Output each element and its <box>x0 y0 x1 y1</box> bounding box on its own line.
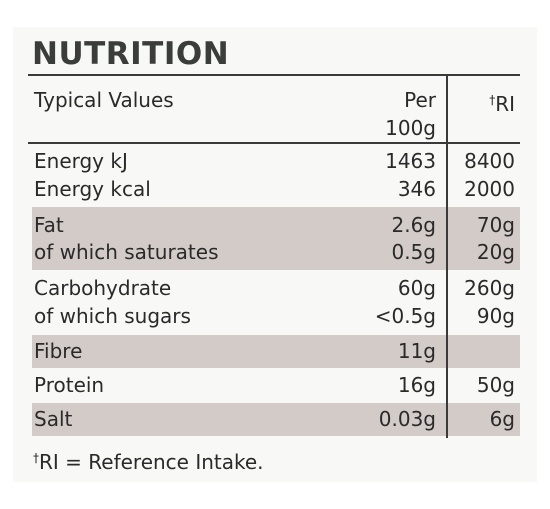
row-label: Protein <box>34 373 105 397</box>
row-per-100g: <0.5g <box>374 304 436 328</box>
header-100g: 100g <box>385 116 436 140</box>
row-per-100g: 11g <box>397 339 436 363</box>
header-bottom-rule <box>28 142 520 144</box>
row-ri: 8400 <box>464 149 515 173</box>
footnote-text: RI = Reference Intake. <box>39 450 264 474</box>
row-ri: 70g <box>476 213 515 237</box>
row-per-100g: 0.03g <box>378 407 436 431</box>
header-per: Per <box>404 88 436 112</box>
row-label: Salt <box>34 407 73 431</box>
row-ri: 2000 <box>464 177 515 201</box>
row-ri: 90g <box>476 304 515 328</box>
row-per-100g: 0.5g <box>391 240 436 264</box>
header-typical-values: Typical Values <box>34 88 174 112</box>
row-per-100g: 16g <box>397 373 436 397</box>
table-top-rule <box>28 74 520 76</box>
header-ri: †RI <box>489 86 515 118</box>
row-per-100g: 2.6g <box>391 213 436 237</box>
band-salt <box>32 403 520 436</box>
band-fibre <box>32 335 520 368</box>
dagger-mark: † <box>33 451 39 465</box>
row-label: Fibre <box>34 339 83 363</box>
row-label: Fat <box>34 213 64 237</box>
row-ri: 50g <box>476 373 515 397</box>
footnote: †RI = Reference Intake. <box>33 444 264 476</box>
column-divider <box>446 74 448 438</box>
header-ri-label: RI <box>495 92 515 116</box>
row-label: Carbohydrate <box>34 276 172 300</box>
row-ri: 260g <box>464 276 515 300</box>
row-per-100g: 1463 <box>385 149 436 173</box>
row-label: Energy kcal <box>34 177 151 201</box>
row-per-100g: 346 <box>397 177 436 201</box>
row-per-100g: 60g <box>397 276 436 300</box>
row-label: of which saturates <box>34 240 219 264</box>
row-label: of which sugars <box>34 304 191 328</box>
row-ri: 20g <box>476 240 515 264</box>
row-ri: 6g <box>489 407 515 431</box>
dagger-mark: † <box>489 93 496 107</box>
row-label: Energy kJ <box>34 149 128 173</box>
page-title: NUTRITION <box>32 36 230 72</box>
band-fat <box>32 207 520 270</box>
